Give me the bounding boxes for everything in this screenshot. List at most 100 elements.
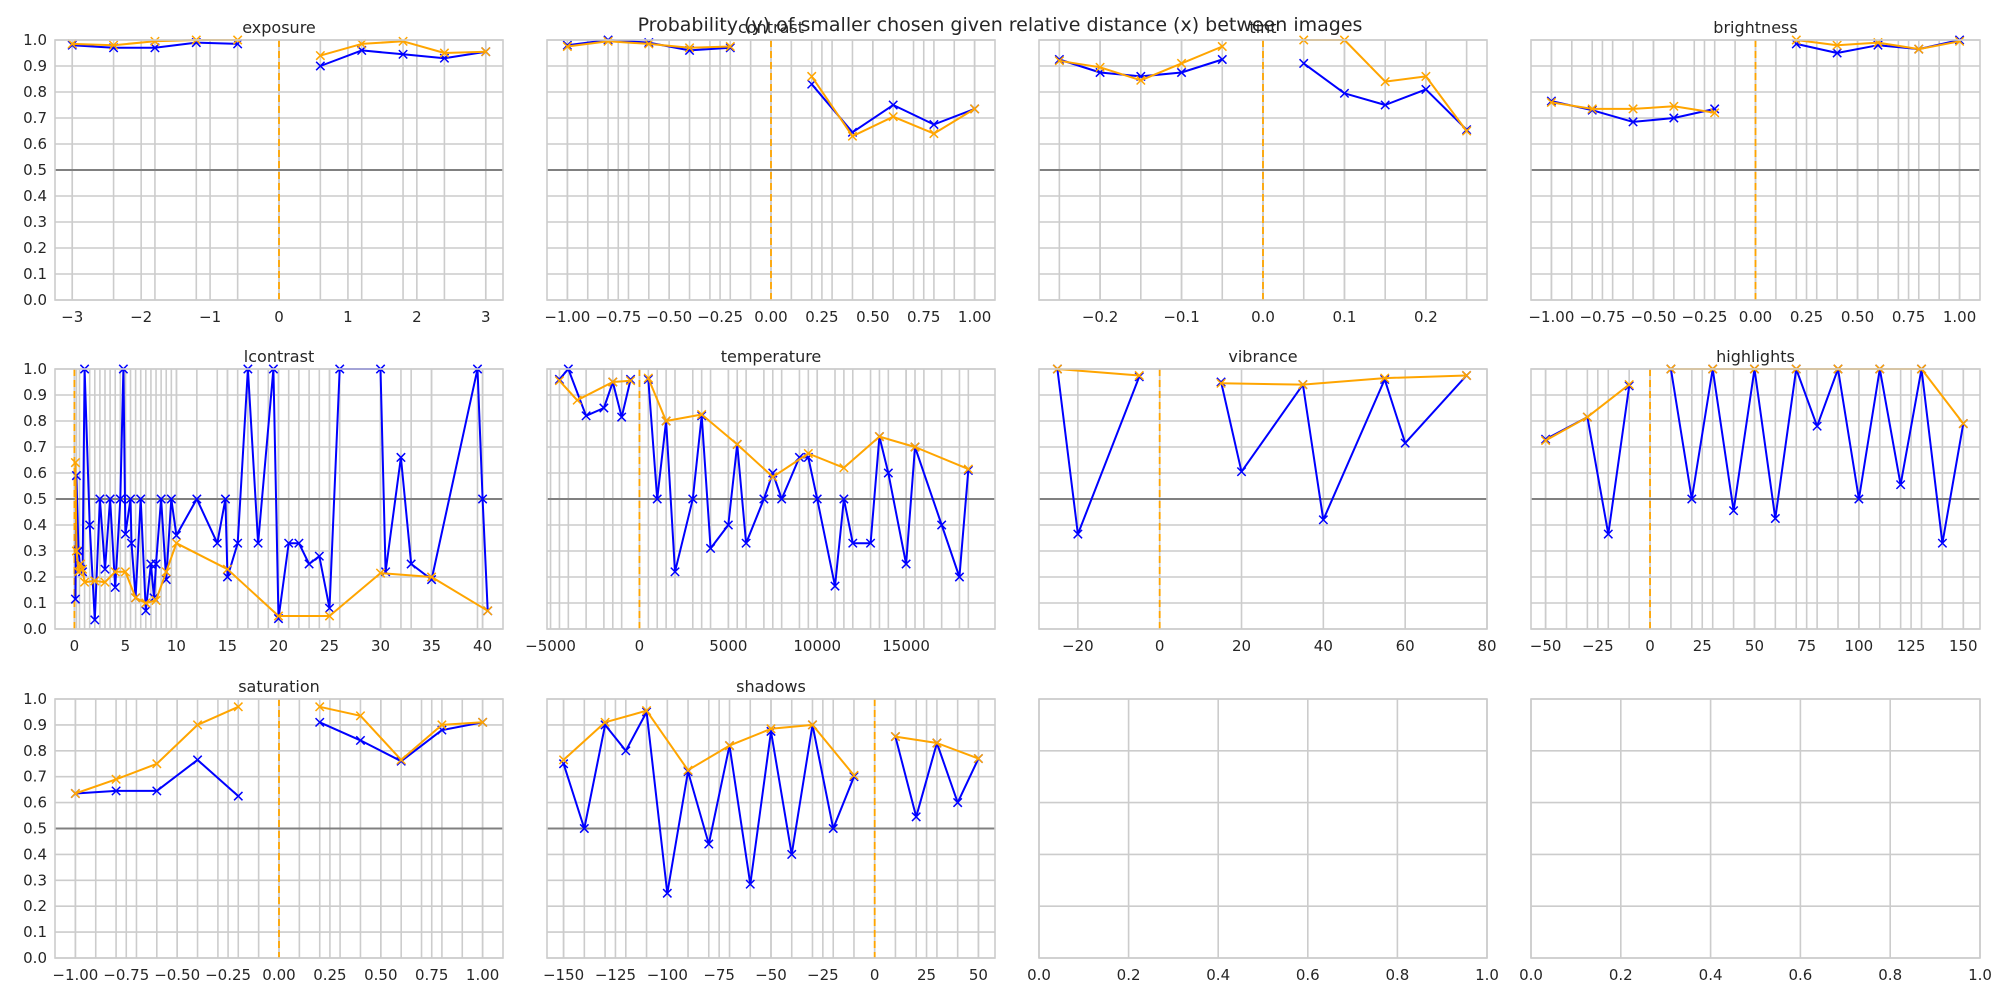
x-tick-label: 100 (1845, 637, 1874, 655)
series-1-point (1895, 479, 1906, 490)
series-2-point (233, 702, 244, 712)
series-1-point (192, 494, 202, 504)
series-1-point (152, 786, 162, 796)
x-tick-label: 0.0 (1251, 308, 1275, 326)
series-1-point (304, 559, 314, 569)
axes-frame (1038, 39, 1488, 301)
x-tick-label: −50 (755, 966, 787, 984)
series-2-point (803, 448, 814, 459)
series-1-point (120, 529, 131, 539)
axes-frame (1038, 698, 1488, 959)
y-tick-label: 0.2 (23, 239, 47, 257)
series-1-point (558, 759, 569, 769)
y-tick-label: 0.2 (23, 568, 47, 586)
series-1-point (232, 39, 243, 49)
series-2-point (725, 41, 736, 52)
y-tick-label: 0.7 (23, 768, 47, 786)
series-2-point (608, 377, 618, 387)
y-tick-label: 1.0 (23, 690, 47, 708)
axes-frame (546, 698, 996, 959)
series-1-point (776, 494, 787, 504)
x-tick-label: 75 (1797, 637, 1816, 655)
subplot-title: vibrance (1228, 347, 1297, 366)
series-1-point (581, 411, 591, 421)
x-tick-label: 0.25 (805, 308, 838, 326)
subplot-title: saturation (238, 677, 320, 696)
series-1-point (1134, 372, 1144, 382)
series-1-point (865, 538, 876, 548)
series-2-point (1954, 36, 1965, 47)
series-group (1054, 35, 1472, 136)
series-2-point (1379, 373, 1390, 383)
x-tick-label: −150 (543, 966, 584, 984)
series-2-point (75, 559, 86, 569)
subplot-shadows: −150 −125 −100 −75 −50 −25 0 25 50 shadows (543, 677, 996, 984)
series-2-point (1624, 379, 1634, 390)
y-tick-label: 0.3 (23, 542, 47, 560)
y-tick-label: 0.3 (23, 871, 47, 889)
series-2-point (108, 40, 119, 50)
x-tick-label: 5000 (709, 637, 747, 655)
x-tick-label: −0.75 (595, 308, 641, 326)
x-tick-label: 0 (870, 966, 880, 984)
y-tick-label: 0.5 (23, 490, 47, 508)
y-tick-label: 0.8 (23, 83, 47, 101)
series-group (554, 364, 974, 591)
x-tick-label: 0.00 (262, 966, 295, 984)
x-tick-label: 0 (1645, 637, 1655, 655)
series-2-point (558, 755, 569, 765)
series-1-point (662, 888, 673, 898)
x-tick-label: 80 (1477, 637, 1496, 655)
series-1-point (220, 494, 231, 504)
series-1-point (67, 40, 77, 50)
series-1-point (314, 717, 325, 728)
axes-frame (1038, 368, 1488, 630)
subplot-exposure: −3 −2 −1 0 1 2 3 0.0 0.1 0.2 0.3 0.4 0.5 0.6 0.7 0.8 0.9… (23, 18, 504, 326)
series-2-point (100, 577, 110, 587)
y-tick-label: 0.9 (23, 716, 47, 734)
figure-title: Probability (y) of smaller chosen given … (637, 14, 1363, 36)
axes-frame (1530, 368, 1981, 630)
series-2-point (1216, 378, 1226, 389)
series-2-point (696, 409, 707, 420)
x-tick-label: −0.1 (1163, 308, 1199, 326)
series-1-point (212, 538, 222, 548)
y-tick-label: 0.4 (23, 187, 47, 205)
series-2-point (1546, 97, 1557, 108)
series-2-point (807, 720, 818, 730)
y-tick-label: 1.0 (23, 360, 47, 378)
x-tick-label: −25 (1582, 637, 1614, 655)
x-tick-label: 15000 (882, 637, 930, 655)
subplot-highlights: −50 −25 0 25 50 75 100 125 150 highlights (1530, 347, 1981, 655)
axes-frame (54, 698, 504, 959)
series-2-point (973, 753, 984, 764)
series-1-point (100, 564, 110, 574)
subplot-title: lcontrast (244, 347, 314, 366)
series-1-point (283, 538, 294, 548)
subplot-temperature: −5000 0 5000 10000 15000 temperature (525, 347, 996, 655)
series-1-point (1073, 529, 1083, 539)
x-tick-label: 0 (635, 637, 645, 655)
series-1-point (1380, 100, 1390, 110)
series-1-point (115, 494, 126, 504)
series-2-point (847, 131, 858, 141)
series-1-point (579, 823, 590, 834)
series-group (558, 705, 984, 898)
series-2-point (67, 39, 77, 49)
x-tick-label: 0.6 (1788, 966, 1812, 984)
series-1-point (1339, 88, 1350, 99)
y-tick-label: 0.0 (23, 949, 47, 967)
y-tick-label: 0.1 (23, 923, 47, 941)
series-2-point (732, 439, 742, 450)
series-1-point (111, 786, 121, 796)
series-2-point (111, 774, 121, 785)
x-tick-label: 0.00 (1739, 308, 1772, 326)
subplot-title: shadows (736, 677, 806, 696)
series-2-point (315, 50, 326, 61)
series-2-point (562, 41, 573, 52)
plot-area (1531, 699, 1980, 958)
series-1-point (1587, 105, 1597, 115)
x-tick-label: −25 (807, 966, 839, 984)
series-2-point (71, 546, 82, 556)
x-tick-label: −1.00 (52, 966, 98, 984)
